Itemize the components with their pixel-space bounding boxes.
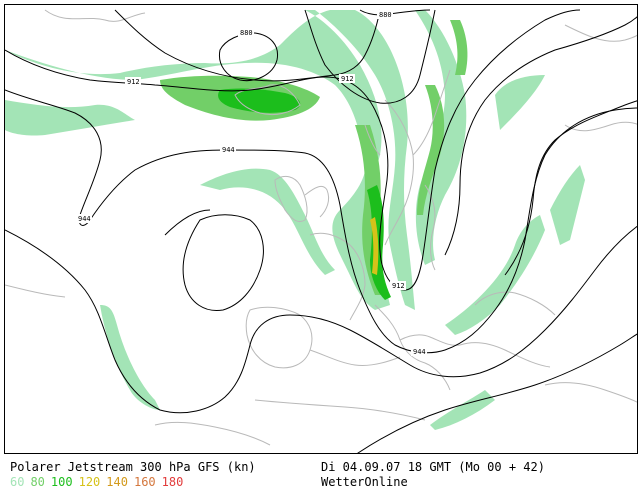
- contour-label-944-south: 944: [413, 348, 426, 356]
- contour-label-944-west: 944: [78, 215, 91, 223]
- contour-label-880-top: 880: [379, 11, 392, 19]
- contour-labels: 880 880 912 912 944 944 912 944: [76, 10, 427, 356]
- scale-item-180: 180: [161, 475, 184, 489]
- scale-item-140: 140: [106, 475, 128, 489]
- scale-item-100: 100: [50, 475, 73, 489]
- jet-band-asia: [495, 75, 545, 130]
- scale-item-120: 120: [78, 475, 101, 489]
- jet-band-iberia: [100, 305, 160, 410]
- contour-976: [5, 225, 637, 414]
- jet-band-east-europe: [445, 215, 545, 335]
- contour-label-912-north: 912: [341, 75, 354, 83]
- source-credit: WetterOnline: [321, 475, 408, 489]
- jet-band-central: [200, 168, 335, 275]
- contour-south: [164, 209, 211, 236]
- coastlines: [5, 9, 637, 446]
- jet-100-atlantic: [218, 88, 301, 113]
- jetstream-map: 880 880 912 912 944 944 912 944: [4, 4, 638, 454]
- contour-912-ne: [304, 9, 436, 104]
- contour-label-912-south: 912: [392, 282, 405, 290]
- contour-label-880: 880: [240, 29, 253, 37]
- map-caption: Polarer Jetstream 300 hPa GFS (kn) 60 80 1…: [10, 460, 640, 490]
- jet-band-120: [370, 217, 379, 275]
- contour-912-upper: [114, 9, 381, 82]
- jet-band-med: [430, 390, 495, 430]
- contour-976-se: [357, 333, 637, 453]
- jet-core-north-atlantic: [5, 10, 415, 310]
- jet-band-urals: [550, 165, 585, 245]
- caption-right: Di 04.09.07 18 GMT (Mo 00 + 42) WetterOn…: [321, 460, 545, 490]
- scale-item-160: 160: [133, 475, 156, 489]
- map-canvas: 880 880 912 912 944 944 912 944: [5, 9, 637, 453]
- jet-80-scand: [417, 85, 445, 215]
- contour-944-southloop: [182, 214, 264, 312]
- scale-item-80: 80: [30, 475, 45, 489]
- contour-944: [5, 89, 637, 354]
- jet-80-north: [450, 20, 468, 75]
- scale-item-60: 60: [10, 475, 25, 489]
- jet-120-core: [370, 217, 379, 275]
- speed-scale: 60 80 100 120 140 160 180: [10, 475, 256, 490]
- contour-label-912-west: 912: [127, 78, 140, 86]
- contour-944-east: [444, 16, 637, 256]
- valid-time: Di 04.09.07 18 GMT (Mo 00 + 42): [321, 460, 545, 474]
- map-title: Polarer Jetstream 300 hPa GFS (kn): [10, 460, 256, 474]
- contour-944-east2: [504, 100, 637, 276]
- contour-label-944-center: 944: [222, 146, 235, 154]
- contour-912: [5, 9, 581, 291]
- jet-band-atlantic-left: [5, 100, 135, 136]
- caption-left: Polarer Jetstream 300 hPa GFS (kn) 60 80 1…: [10, 460, 256, 490]
